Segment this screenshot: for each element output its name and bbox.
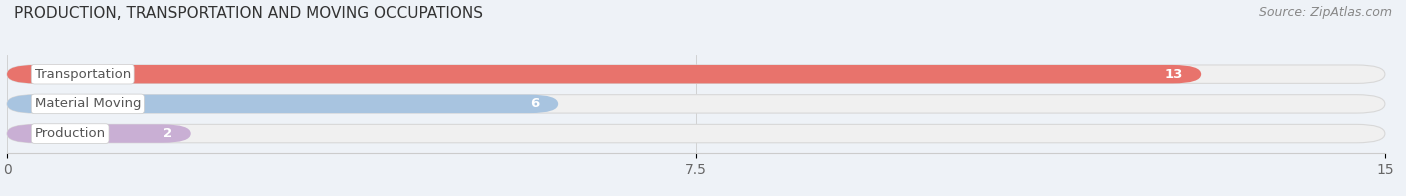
Text: PRODUCTION, TRANSPORTATION AND MOVING OCCUPATIONS: PRODUCTION, TRANSPORTATION AND MOVING OC…	[14, 6, 484, 21]
FancyBboxPatch shape	[7, 95, 558, 113]
FancyBboxPatch shape	[7, 65, 1201, 83]
FancyBboxPatch shape	[7, 124, 1385, 143]
Text: 6: 6	[530, 97, 540, 110]
FancyBboxPatch shape	[7, 124, 191, 143]
Text: 2: 2	[163, 127, 173, 140]
Text: Source: ZipAtlas.com: Source: ZipAtlas.com	[1258, 6, 1392, 19]
Text: Transportation: Transportation	[35, 68, 131, 81]
Text: 13: 13	[1164, 68, 1182, 81]
FancyBboxPatch shape	[7, 95, 1385, 113]
FancyBboxPatch shape	[7, 65, 1385, 83]
Text: Production: Production	[35, 127, 105, 140]
Text: Material Moving: Material Moving	[35, 97, 141, 110]
